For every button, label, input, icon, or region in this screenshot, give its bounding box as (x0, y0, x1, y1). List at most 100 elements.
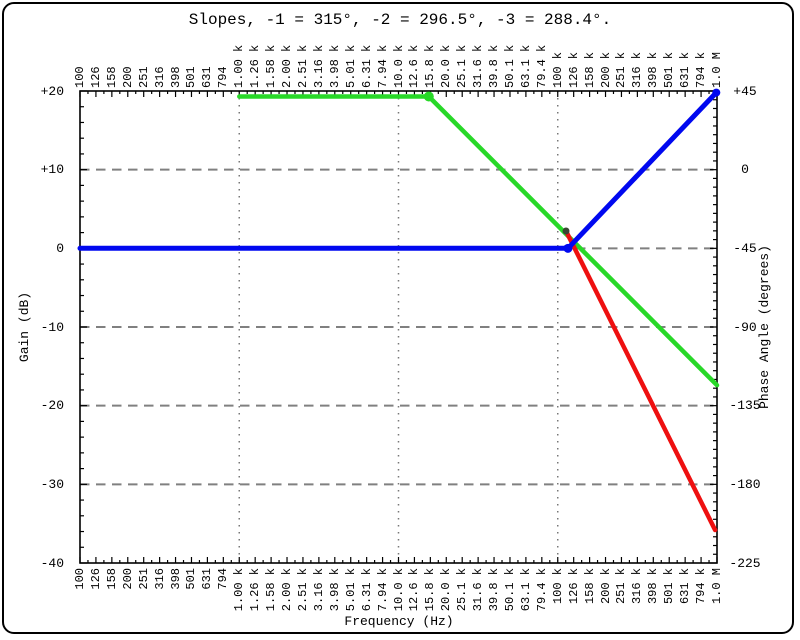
y-left-tick-label: +10 (40, 162, 64, 178)
x-tick-label-top: 200 k (598, 51, 613, 88)
x-tick-label-bottom: 39.8 k (487, 568, 502, 612)
x-tick-label-top: 100 k (550, 51, 565, 88)
x-tick-label-top: 2.00 k (280, 44, 295, 88)
x-tick-label-bottom: 31.6 k (471, 568, 486, 612)
x-tick-label-top: 1.26 k (248, 44, 263, 88)
y-right-tick-label: -180 (729, 476, 761, 492)
x-tick-label-bottom: 50.1 k (502, 568, 517, 612)
blue-corner-dot (563, 243, 573, 253)
x-tick-label-bottom: 316 k (630, 568, 645, 605)
x-tick-label-bottom: 316 (152, 568, 167, 590)
x-tick-label-top: 63.1 k (518, 44, 533, 88)
blue-end-dot (712, 88, 721, 97)
x-tick-label-top: 6.31 k (359, 44, 374, 88)
x-tick-label-bottom: 10.0 k (391, 568, 406, 612)
x-tick-label-bottom: 1.26 k (248, 568, 263, 612)
x-tick-label-bottom: 1.58 k (264, 568, 279, 612)
x-tick-label-bottom: 100 k (550, 568, 565, 605)
x-tick-label-bottom: 200 k (598, 568, 613, 605)
x-tick-label-bottom: 398 k (646, 568, 661, 605)
x-tick-label-top: 1.0 M (710, 51, 724, 88)
x-tick-label-bottom: 63.1 k (518, 568, 533, 612)
chart-title: Slopes, -1 = 315°, -2 = 296.5°, -3 = 288… (188, 11, 612, 29)
x-tick-label-bottom: 2.51 k (295, 568, 310, 612)
x-tick-label-bottom: 79.4 k (534, 568, 549, 612)
x-tick-label-bottom: 6.31 k (359, 568, 374, 612)
x-tick-label-top: 501 (184, 65, 199, 88)
x-tick-label-top: 251 k (614, 51, 629, 88)
x-tick-label-top: 15.8 k (423, 44, 438, 88)
x-tick-label-top: 398 k (646, 51, 661, 88)
y-right-tick-label: 0 (741, 162, 749, 178)
x-tick-label-bottom: 631 (200, 568, 215, 590)
x-tick-label-bottom: 3.16 k (311, 568, 326, 612)
x-tick-label-top: 10.0 k (391, 44, 406, 88)
x-tick-label-bottom: 1.00 k (232, 568, 247, 612)
x-tick-label-bottom: 794 k (694, 568, 709, 605)
x-tick-label-top: 631 (200, 65, 215, 88)
x-tick-label-bottom: 251 k (614, 568, 629, 605)
y-right-tick-label: +45 (733, 83, 757, 99)
x-tick-label-top: 31.6 k (471, 44, 486, 88)
x-tick-label-top: 794 k (694, 51, 709, 88)
y-left-tick-label: -10 (40, 319, 64, 335)
x-tick-label-bottom: 1.0 M (710, 568, 724, 605)
y-right-tick-label: -225 (729, 555, 761, 571)
x-tick-label-top: 1.00 k (232, 44, 247, 88)
x-tick-label-top: 398 (168, 65, 183, 88)
left-axis-title: Gain (dB) (17, 291, 32, 363)
x-tick-label-bottom: 15.8 k (423, 568, 438, 612)
x-tick-label-bottom: 126 (88, 568, 103, 590)
x-tick-label-top: 126 k (566, 51, 581, 88)
x-tick-label-top: 158 k (582, 51, 597, 88)
x-tick-label-top: 2.51 k (295, 44, 310, 88)
series-red-slope-minus-2 (563, 228, 718, 533)
x-axis-title: Frequency (Hz) (344, 614, 454, 629)
x-tick-label-bottom: 126 k (566, 568, 581, 605)
x-tick-label-top: 200 (120, 65, 135, 88)
x-tick-label-bottom: 12.6 k (407, 568, 422, 612)
x-tick-label-top: 631 k (678, 51, 693, 88)
x-tick-label-top: 501 k (662, 51, 677, 88)
x-tick-label-bottom: 398 (168, 568, 183, 590)
x-tick-label-bottom: 251 (136, 568, 151, 590)
y-left-tick-label: -40 (40, 555, 64, 571)
x-tick-label-top: 1.58 k (264, 44, 279, 88)
x-tick-label-bottom: 5.01 k (343, 568, 358, 612)
y-left-tick-label: -30 (40, 476, 64, 492)
x-tick-label-bottom: 25.1 k (455, 568, 470, 612)
x-tick-label-top: 25.1 k (455, 44, 470, 88)
x-tick-label-bottom: 200 (120, 568, 135, 590)
x-tick-label-bottom: 158 k (582, 568, 597, 605)
x-tick-label-top: 126 (88, 65, 103, 88)
x-tick-label-bottom: 501 (184, 568, 199, 590)
y-right-tick-label: -135 (729, 398, 761, 414)
branch-dot (562, 227, 570, 235)
x-tick-label-top: 3.98 k (327, 44, 342, 88)
x-tick-label-top: 3.16 k (311, 44, 326, 88)
x-tick-label-top: 251 (136, 65, 151, 88)
figure-border (2, 2, 794, 634)
x-tick-label-top: 50.1 k (502, 44, 517, 88)
x-tick-label-bottom: 3.98 k (327, 568, 342, 612)
y-left-tick-label: -20 (40, 398, 64, 414)
x-tick-label-top: 20.0 k (439, 44, 454, 88)
x-tick-label-top: 316 k (630, 51, 645, 88)
right-axis-title: Phase Angle (degrees) (757, 245, 772, 409)
green-corner-dot (423, 91, 434, 102)
x-tick-label-top: 100 (73, 65, 87, 88)
x-tick-label-top: 39.8 k (487, 44, 502, 88)
y-left-tick-label: 0 (56, 240, 64, 256)
y-right-tick-label: -45 (733, 240, 757, 256)
x-tick-label-bottom: 794 (216, 568, 231, 590)
x-tick-label-top: 79.4 k (534, 44, 549, 88)
x-tick-label-bottom: 20.0 k (439, 568, 454, 612)
x-tick-label-top: 158 (104, 65, 119, 88)
x-tick-label-top: 5.01 k (343, 44, 358, 88)
x-tick-label-top: 12.6 k (407, 44, 422, 88)
x-tick-label-bottom: 2.00 k (280, 568, 295, 612)
x-tick-label-top: 316 (152, 65, 167, 88)
y-right-tick-label: -90 (733, 319, 757, 335)
